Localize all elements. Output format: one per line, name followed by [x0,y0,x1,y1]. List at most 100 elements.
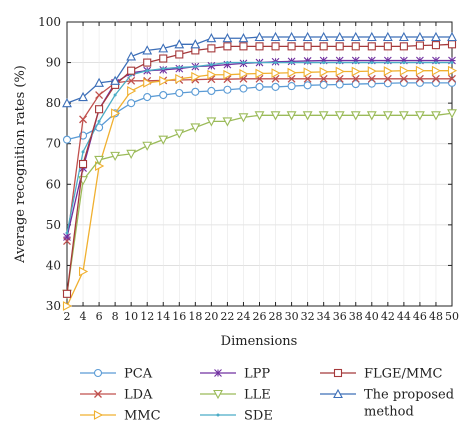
data-point [414,111,425,121]
y-tick-label: 80 [46,96,61,110]
data-point [335,80,344,89]
x-tick-label: 2 [64,310,71,323]
legend-label-line: MMC [124,409,161,424]
data-point [65,231,69,235]
legend-item-2: MMC [80,409,161,424]
legend-label-line: LDA [124,388,153,403]
legend-label: LLE [244,388,271,403]
data-point [158,43,169,53]
data-point [193,65,197,69]
data-point [431,65,442,76]
data-point [338,61,342,65]
data-point [398,111,409,121]
x-tick-label: 48 [429,310,443,323]
legend-marker [216,413,220,417]
data-point [126,51,137,61]
data-point [255,68,265,79]
data-point [402,61,406,65]
data-point [94,77,105,87]
data-point [383,56,392,65]
data-point [271,68,281,79]
data-point [351,42,360,51]
data-point [418,61,422,65]
data-point [351,56,360,65]
legend-label-line: method [364,405,414,420]
legend-label: SDE [244,409,273,424]
x-tick-label: 8 [112,310,119,323]
data-point [383,74,392,83]
data-point [319,74,328,83]
data-point [255,42,264,51]
data-point [238,33,249,43]
data-point [318,111,329,121]
data-point [303,67,313,78]
data-point [238,113,249,123]
data-point [95,91,104,99]
data-point [223,69,233,80]
legend-label: PCA [124,367,153,382]
data-point [190,123,201,133]
x-axis-label: Dimensions [221,334,298,349]
data-point [290,61,294,65]
data-point [78,266,89,277]
data-point [399,74,408,83]
data-point [62,135,72,144]
data-point [159,54,168,63]
data-point [174,39,185,49]
data-point [383,79,392,88]
legend-marker [214,369,222,377]
data-point [175,88,184,98]
data-point [258,61,261,65]
legend-marker [93,368,103,378]
data-point [335,74,344,83]
data-point [354,61,358,65]
y-tick-label: 30 [46,299,61,313]
data-point [206,117,217,127]
legend-marker [213,389,223,400]
data-point [367,56,376,65]
data-point [222,117,233,127]
legend-item-6: FLGE/MMC [320,367,443,382]
x-tick-label: 14 [156,310,170,323]
x-tick-label: 44 [397,310,411,323]
data-point [399,56,408,65]
data-point [286,111,297,121]
legend-item-3: LPP [200,367,270,382]
data-point [302,111,313,121]
legend-label: LDA [124,388,153,403]
legend-label-line: LPP [244,367,270,382]
data-point [318,31,329,42]
data-point [223,85,232,94]
legend-label-line: The proposed [364,388,454,403]
data-point [110,151,121,162]
y-tick-label: 100 [38,15,61,29]
data-point [415,74,424,83]
data-point [415,41,424,50]
data-point [158,135,169,145]
x-tick-label: 46 [413,310,427,323]
data-point [416,56,424,65]
data-point [207,86,216,96]
legend-item-0: PCA [80,367,153,382]
x-tick-label: 32 [301,310,315,323]
data-point [319,56,328,65]
data-point [222,33,233,43]
x-tick-label: 20 [204,310,218,323]
data-point [62,301,73,311]
data-point [241,61,245,65]
x-tick-label: 6 [96,310,103,323]
data-point [448,56,456,65]
data-point [143,58,152,67]
data-point [415,65,426,76]
legend-item-5: SDE [200,409,273,424]
legend-marker [93,410,104,420]
data-point [270,111,281,121]
data-point [367,66,377,77]
data-point [447,31,457,42]
data-point [175,50,184,59]
x-tick-label: 12 [140,310,154,323]
y-axis-label: Average recognition rates (%) [13,65,28,264]
data-point [382,111,393,121]
x-tick-label: 18 [188,310,202,323]
